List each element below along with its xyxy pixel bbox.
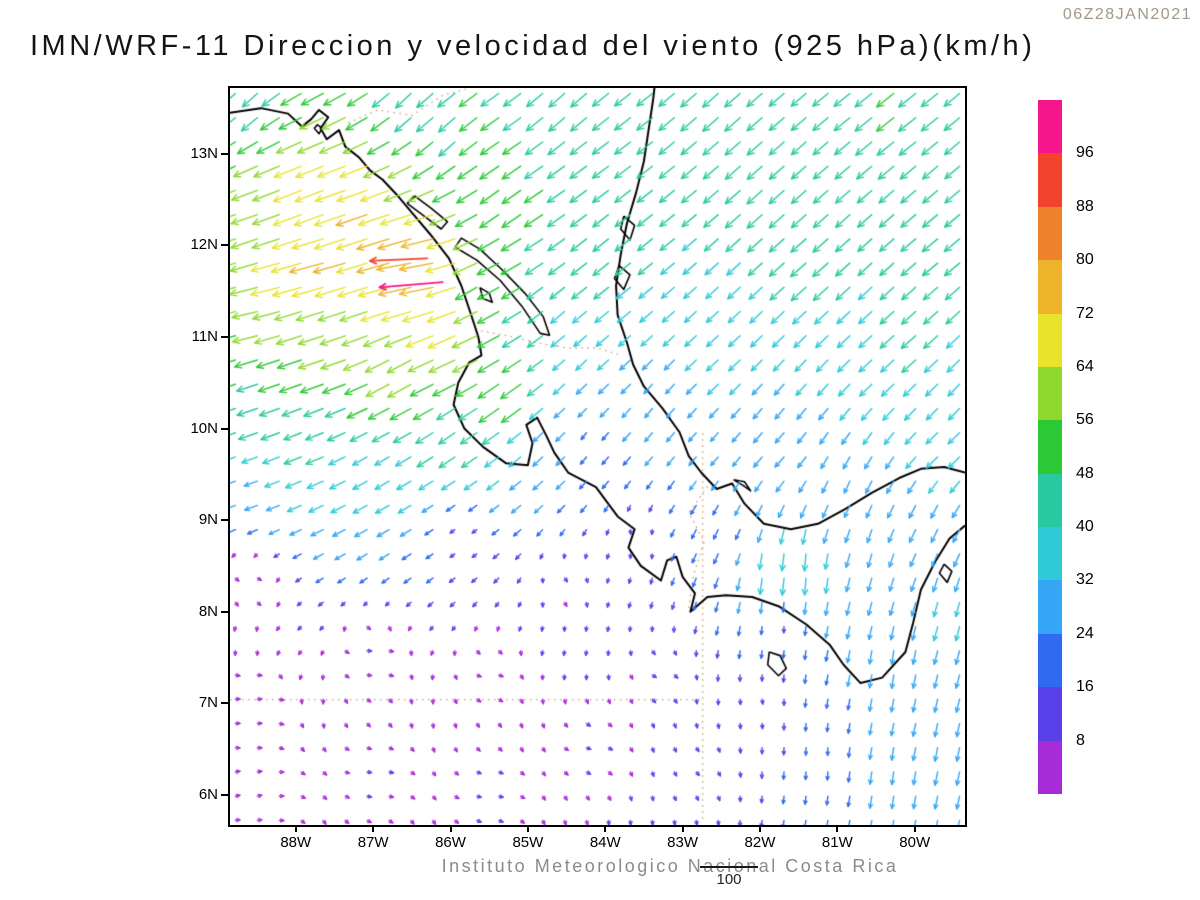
y-tick [221,152,228,155]
y-tick-label: 10N [190,419,218,437]
plot-frame [228,86,967,827]
colorbar-label: 64 [1076,357,1094,375]
colorbar-segment [1038,687,1062,741]
x-tick [449,825,452,832]
x-tick-label: 84W [589,834,621,851]
x-tick [758,825,761,832]
colorbar-label: 96 [1076,144,1094,162]
y-tick-label: 8N [198,602,218,620]
x-tick [372,825,375,832]
y-tick [221,427,228,430]
y-tick-label: 7N [198,694,218,712]
colorbar-segment [1038,633,1062,688]
colorbar-segment [1038,580,1062,634]
colorbar-segment [1038,527,1062,581]
y-tick [221,336,228,339]
y-tick [221,244,228,247]
colorbar-label: 16 [1076,678,1094,696]
colorbar [1038,100,1062,794]
colorbar-label: 8 [1076,731,1085,749]
y-tick-label: 11N [191,328,218,346]
x-tick-label: 87W [357,834,389,851]
colorbar-segment [1038,206,1062,261]
wind-vector-map-canvas [230,88,965,825]
x-tick [294,825,297,832]
y-tick-label: 13N [190,144,218,162]
reference-vector-line [700,866,758,868]
colorbar-segment [1038,100,1062,154]
colorbar-segment [1038,313,1062,367]
colorbar-label: 80 [1076,251,1094,269]
colorbar-segment [1038,740,1062,794]
colorbar-segment [1038,473,1062,527]
colorbar-label: 40 [1076,518,1094,536]
x-tick-label: 86W [435,834,466,851]
colorbar-segment [1038,420,1062,474]
colorbar-segment [1038,366,1062,421]
colorbar-label: 24 [1076,624,1094,642]
y-tick [221,702,228,705]
y-tick [221,793,228,796]
reference-vector-label: 100 [716,871,742,888]
x-tick [681,825,684,832]
x-tick [604,825,607,832]
caption: Instituto Meteorologico Nacional Costa R… [441,856,899,876]
y-tick-label: 12N [190,236,218,254]
chart-title: IMN/WRF-11 Direccion y velocidad del vie… [30,30,1036,62]
y-tick-label: 6N [198,785,218,803]
colorbar-label: 88 [1076,197,1094,215]
x-tick-label: 88W [280,834,312,851]
x-tick-label: 80W [899,834,931,851]
y-tick [221,519,228,522]
colorbar-label: 48 [1076,464,1094,482]
x-tick-label: 83W [667,834,699,851]
y-tick [221,610,228,613]
colorbar-label: 56 [1076,411,1094,429]
x-tick [836,825,839,832]
colorbar-segment [1038,153,1062,207]
x-tick [913,825,916,832]
y-tick-label: 9N [198,511,218,529]
colorbar-label: 32 [1076,571,1094,589]
colorbar-segment [1038,260,1062,314]
colorbar-label: 72 [1076,304,1094,322]
x-tick [526,825,529,832]
x-tick-label: 81W [821,834,853,851]
x-tick-label: 82W [744,834,776,851]
x-tick-label: 85W [512,834,544,851]
datestamp: 06Z28JAN2021 [1062,6,1192,23]
